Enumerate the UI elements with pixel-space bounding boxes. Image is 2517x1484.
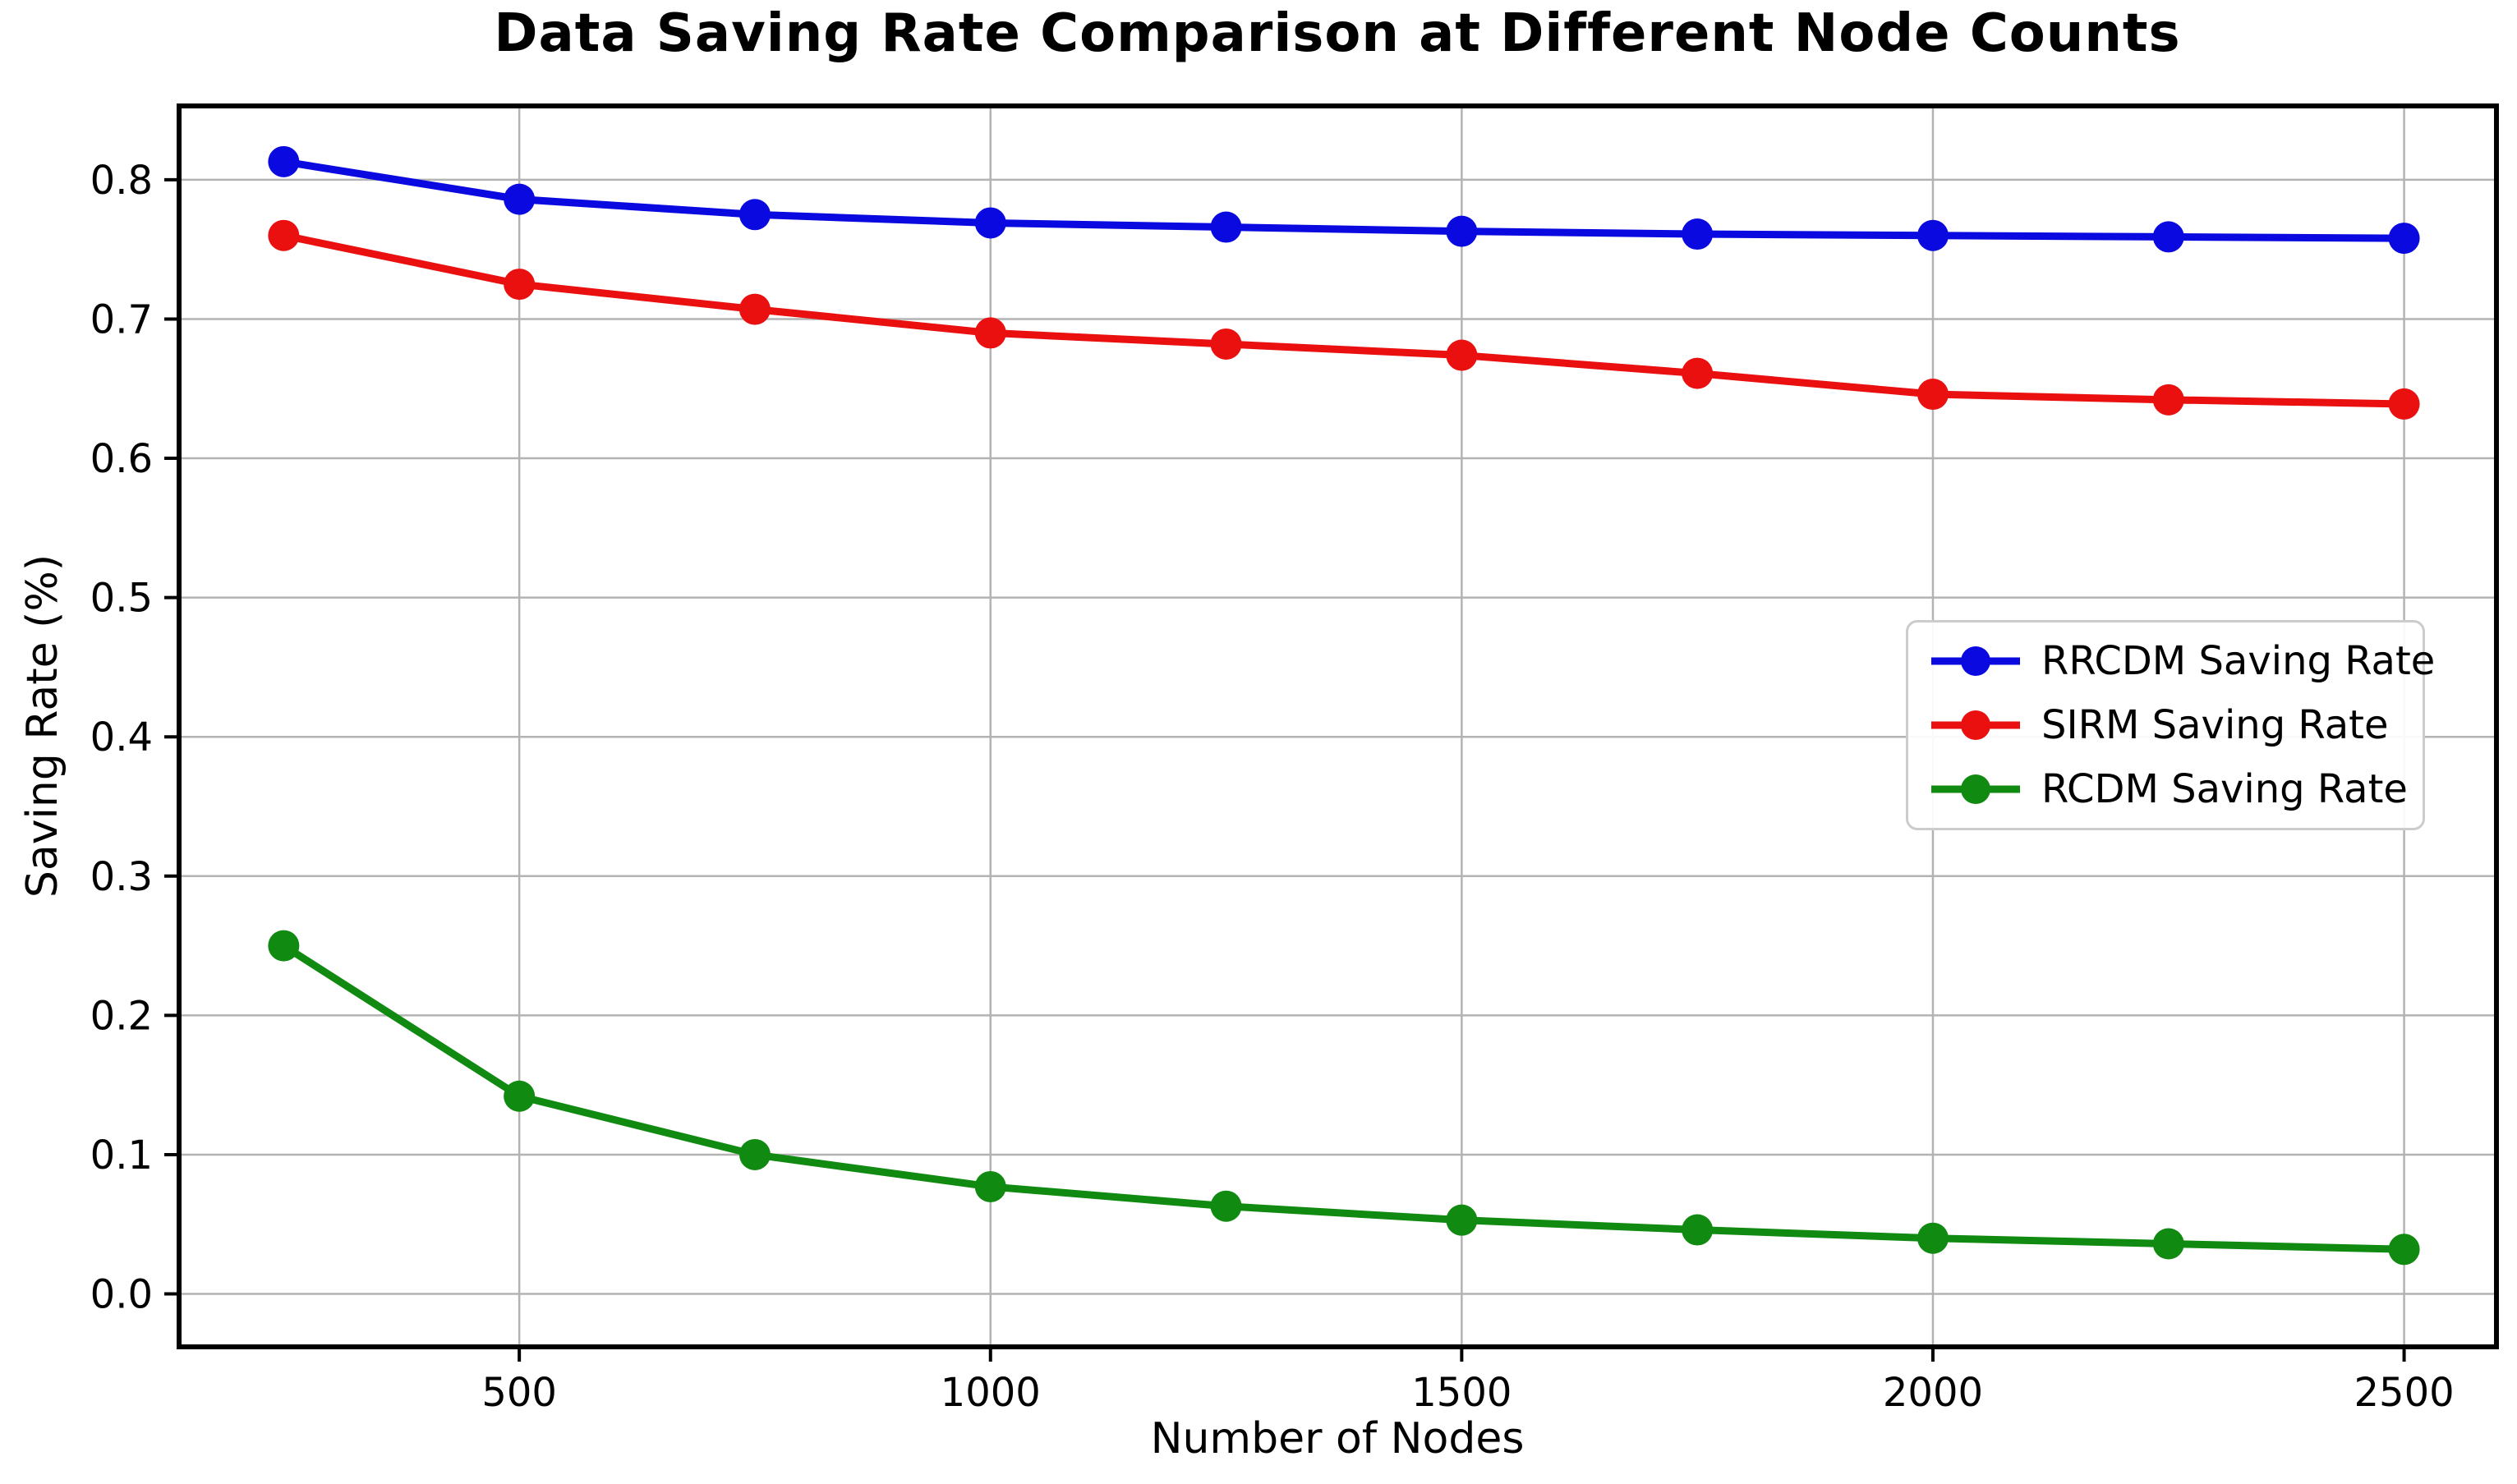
series-line-sirm-saving-rate <box>279 232 2409 408</box>
legend-item-sirm: SIRM Saving Rate <box>1930 693 2401 757</box>
marker-rrcdm-saving-rate-250 <box>268 145 300 177</box>
marker-sirm-saving-rate-250 <box>268 219 300 251</box>
marker-rrcdm-saving-rate-1500 <box>1446 215 1478 247</box>
marker-rrcdm-saving-rate-1750 <box>1682 218 1714 250</box>
legend-label: SIRM Saving Rate <box>2041 702 2389 748</box>
legend-label: RRCDM Saving Rate <box>2041 638 2436 684</box>
plot-border <box>177 103 2499 1349</box>
legend-label: RCDM Saving Rate <box>2041 766 2408 812</box>
marker-rcdm-saving-rate-750 <box>739 1138 771 1170</box>
y-tick-label-0.8: 0.8 <box>90 158 153 204</box>
marker-rrcdm-saving-rate-2000 <box>1917 219 1949 251</box>
y-tick-label-0.5: 0.5 <box>90 576 153 622</box>
marker-sirm-saving-rate-1000 <box>974 317 1006 349</box>
marker-rcdm-saving-rate-2000 <box>1917 1222 1949 1254</box>
y-axis-label: Saving Rate (%) <box>18 554 67 898</box>
marker-rcdm-saving-rate-2500 <box>2388 1234 2420 1266</box>
marker-rrcdm-saving-rate-750 <box>739 199 771 231</box>
marker-sirm-saving-rate-1750 <box>1682 357 1714 389</box>
x-tick-label-2000: 2000 <box>1883 1370 1983 1416</box>
marker-sirm-saving-rate-1500 <box>1446 339 1478 371</box>
y-tick-label-0.6: 0.6 <box>90 436 153 482</box>
chart-title: Data Saving Rate Comparison at Different… <box>494 3 2181 64</box>
marker-sirm-saving-rate-500 <box>504 269 536 301</box>
marker-sirm-saving-rate-1250 <box>1210 328 1242 360</box>
x-tick-label-1000: 1000 <box>941 1370 1041 1416</box>
legend-line-marker-icon <box>1931 774 2020 804</box>
marker-sirm-saving-rate-2000 <box>1917 379 1949 411</box>
y-tick-label-0.1: 0.1 <box>90 1133 153 1178</box>
legend-item-rrcdm: RRCDM Saving Rate <box>1930 629 2435 693</box>
legend-line-marker-icon <box>1931 710 2020 740</box>
legend-line-marker-icon <box>1931 646 2020 676</box>
y-tick-label-0.0: 0.0 <box>90 1272 153 1318</box>
marker-rrcdm-saving-rate-2500 <box>2388 223 2420 255</box>
marker-rcdm-saving-rate-2250 <box>2152 1228 2184 1260</box>
y-tick-label-0.2: 0.2 <box>90 993 153 1039</box>
series-line-rrcdm-saving-rate <box>279 158 2409 242</box>
x-tick-label-500: 500 <box>481 1370 557 1416</box>
marker-rrcdm-saving-rate-1000 <box>974 207 1006 239</box>
marker-rrcdm-saving-rate-1250 <box>1210 211 1242 243</box>
marker-rrcdm-saving-rate-2250 <box>2152 221 2184 253</box>
y-tick-label-0.4: 0.4 <box>90 714 153 760</box>
marker-rcdm-saving-rate-1750 <box>1682 1214 1714 1246</box>
marker-rcdm-saving-rate-1250 <box>1210 1190 1242 1222</box>
marker-rcdm-saving-rate-250 <box>268 930 300 962</box>
marker-rcdm-saving-rate-1000 <box>974 1170 1006 1202</box>
series-line-rcdm-saving-rate <box>279 942 2409 1253</box>
marker-rrcdm-saving-rate-500 <box>504 183 536 215</box>
x-axis-label: Number of Nodes <box>1150 1414 1525 1463</box>
marker-sirm-saving-rate-2500 <box>2388 388 2420 420</box>
marker-sirm-saving-rate-2250 <box>2152 384 2184 416</box>
legend: RRCDM Saving Rate SIRM Saving Rate RCDM … <box>1906 620 2435 830</box>
x-tick-label-2500: 2500 <box>2354 1370 2454 1416</box>
y-tick-label-0.7: 0.7 <box>90 296 153 342</box>
marker-rcdm-saving-rate-500 <box>504 1080 536 1112</box>
marker-sirm-saving-rate-750 <box>739 293 771 325</box>
marker-rcdm-saving-rate-1500 <box>1446 1204 1478 1236</box>
legend-item-rcdm: RCDM Saving Rate <box>1930 757 2408 821</box>
x-tick-label-1500: 1500 <box>1411 1370 1512 1416</box>
y-tick-label-0.3: 0.3 <box>90 854 153 900</box>
